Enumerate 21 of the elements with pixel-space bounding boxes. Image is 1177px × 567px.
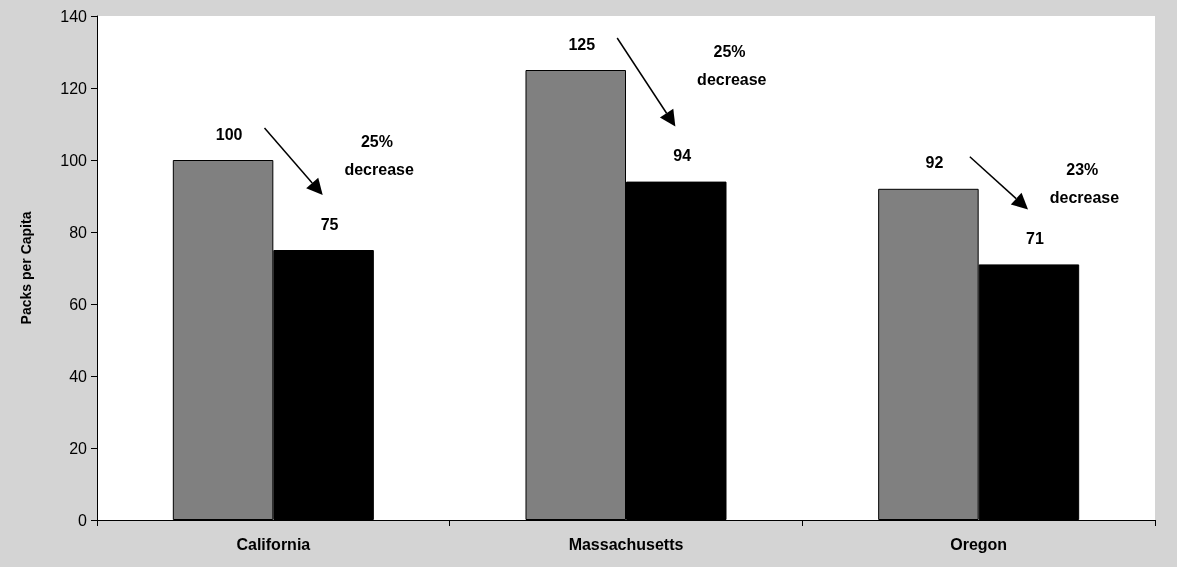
y-tick-label: 80 (69, 223, 88, 241)
data-label: 92 (925, 154, 944, 172)
x-tick-label: Massachusetts (568, 535, 684, 553)
annotation: 23% decrease (1049, 161, 1120, 207)
annotation: 25% decrease (697, 42, 767, 88)
data-label: 71 (1026, 229, 1044, 247)
x-tick-label: California (236, 535, 311, 553)
y-tick-label: 120 (60, 79, 88, 97)
y-tick-label: 100 (60, 151, 88, 169)
data-label: 75 (320, 215, 339, 233)
data-label: 125 (568, 35, 596, 53)
y-tick-label: 0 (78, 511, 88, 529)
y-tick-label: 40 (69, 367, 88, 385)
x-tick-label: Oregon (950, 535, 1008, 553)
data-label: 94 (673, 147, 692, 165)
y-axis-title: Packs per Capita (18, 211, 34, 325)
y-tick-label: 60 (69, 295, 88, 313)
y-tick-label: 140 (60, 7, 88, 25)
data-label: 100 (215, 125, 243, 143)
y-tick-label: 20 (69, 439, 88, 457)
annotation: 25% decrease (344, 132, 414, 178)
